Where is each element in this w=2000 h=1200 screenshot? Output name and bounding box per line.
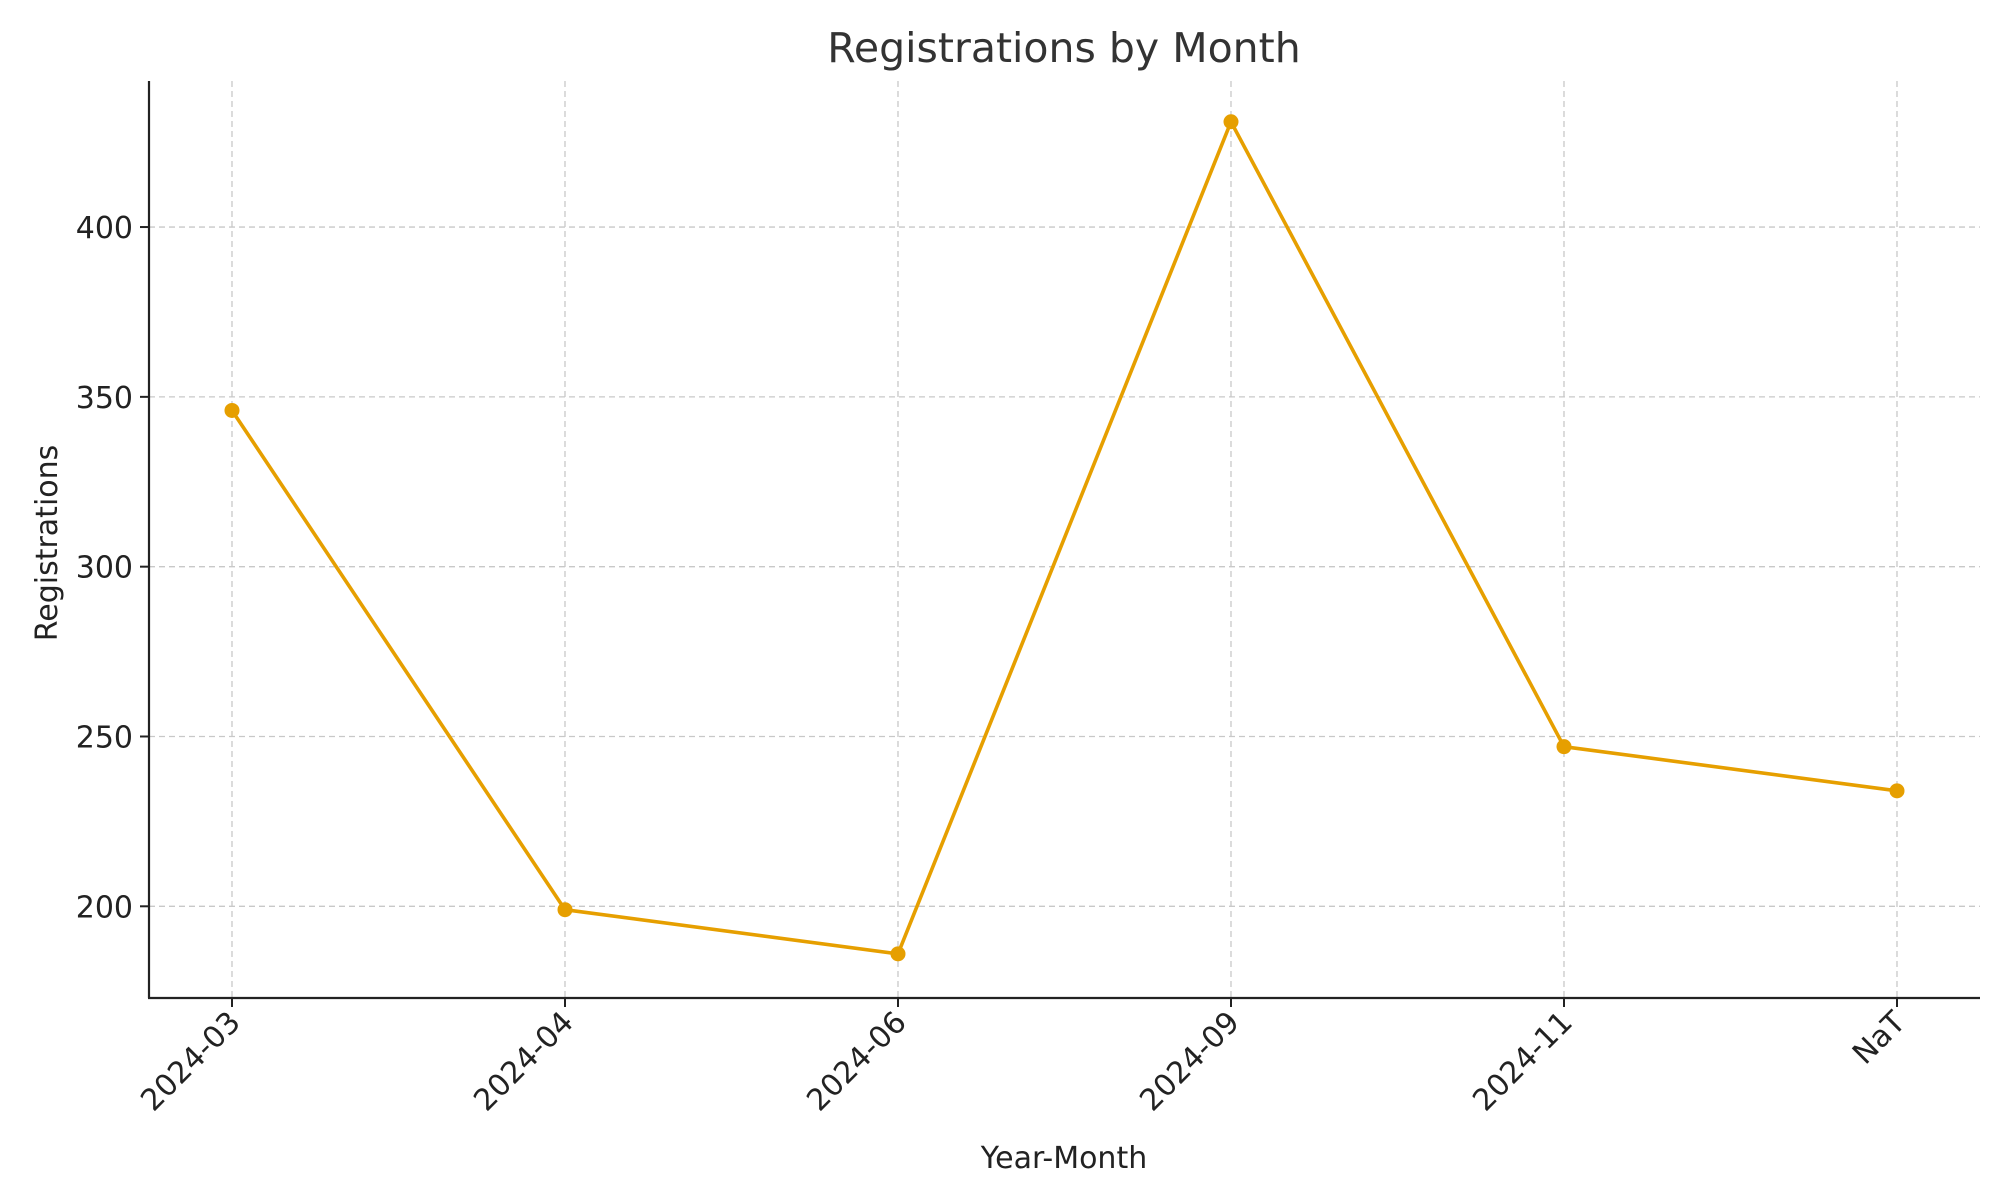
data-point [1556, 739, 1572, 755]
data-point [1223, 114, 1239, 130]
series [224, 114, 1905, 962]
x-tick-label: 2024-06 [800, 1005, 913, 1118]
axes [147, 81, 1980, 1000]
y-tick-label: 200 [76, 890, 133, 925]
x-tick-label: 2024-09 [1133, 1005, 1246, 1118]
y-axis-title: Registrations [30, 445, 65, 642]
y-tick-label: 250 [76, 720, 133, 755]
x-tick-label: 2024-03 [134, 1005, 247, 1118]
x-tick-label: NaT [1846, 1004, 1913, 1071]
y-tick-label: 400 [76, 211, 133, 246]
series-line [230, 119, 1899, 956]
ticks: 200 250 300 350 400 2024-03 2024-04 2024-06 2024… [76, 211, 1913, 1118]
grid [149, 81, 1980, 998]
data-point [1889, 783, 1905, 799]
x-axis-title: Year-Month [980, 1141, 1147, 1176]
y-tick-label: 300 [76, 551, 133, 586]
x-tick-label: 2024-11 [1466, 1005, 1579, 1118]
data-point [557, 902, 573, 918]
x-tick-label: 2024-04 [467, 1005, 580, 1118]
data-point [890, 946, 906, 962]
data-point [224, 402, 240, 418]
y-tick-label: 350 [76, 381, 133, 416]
chart-title: Registrations by Month [827, 24, 1300, 72]
